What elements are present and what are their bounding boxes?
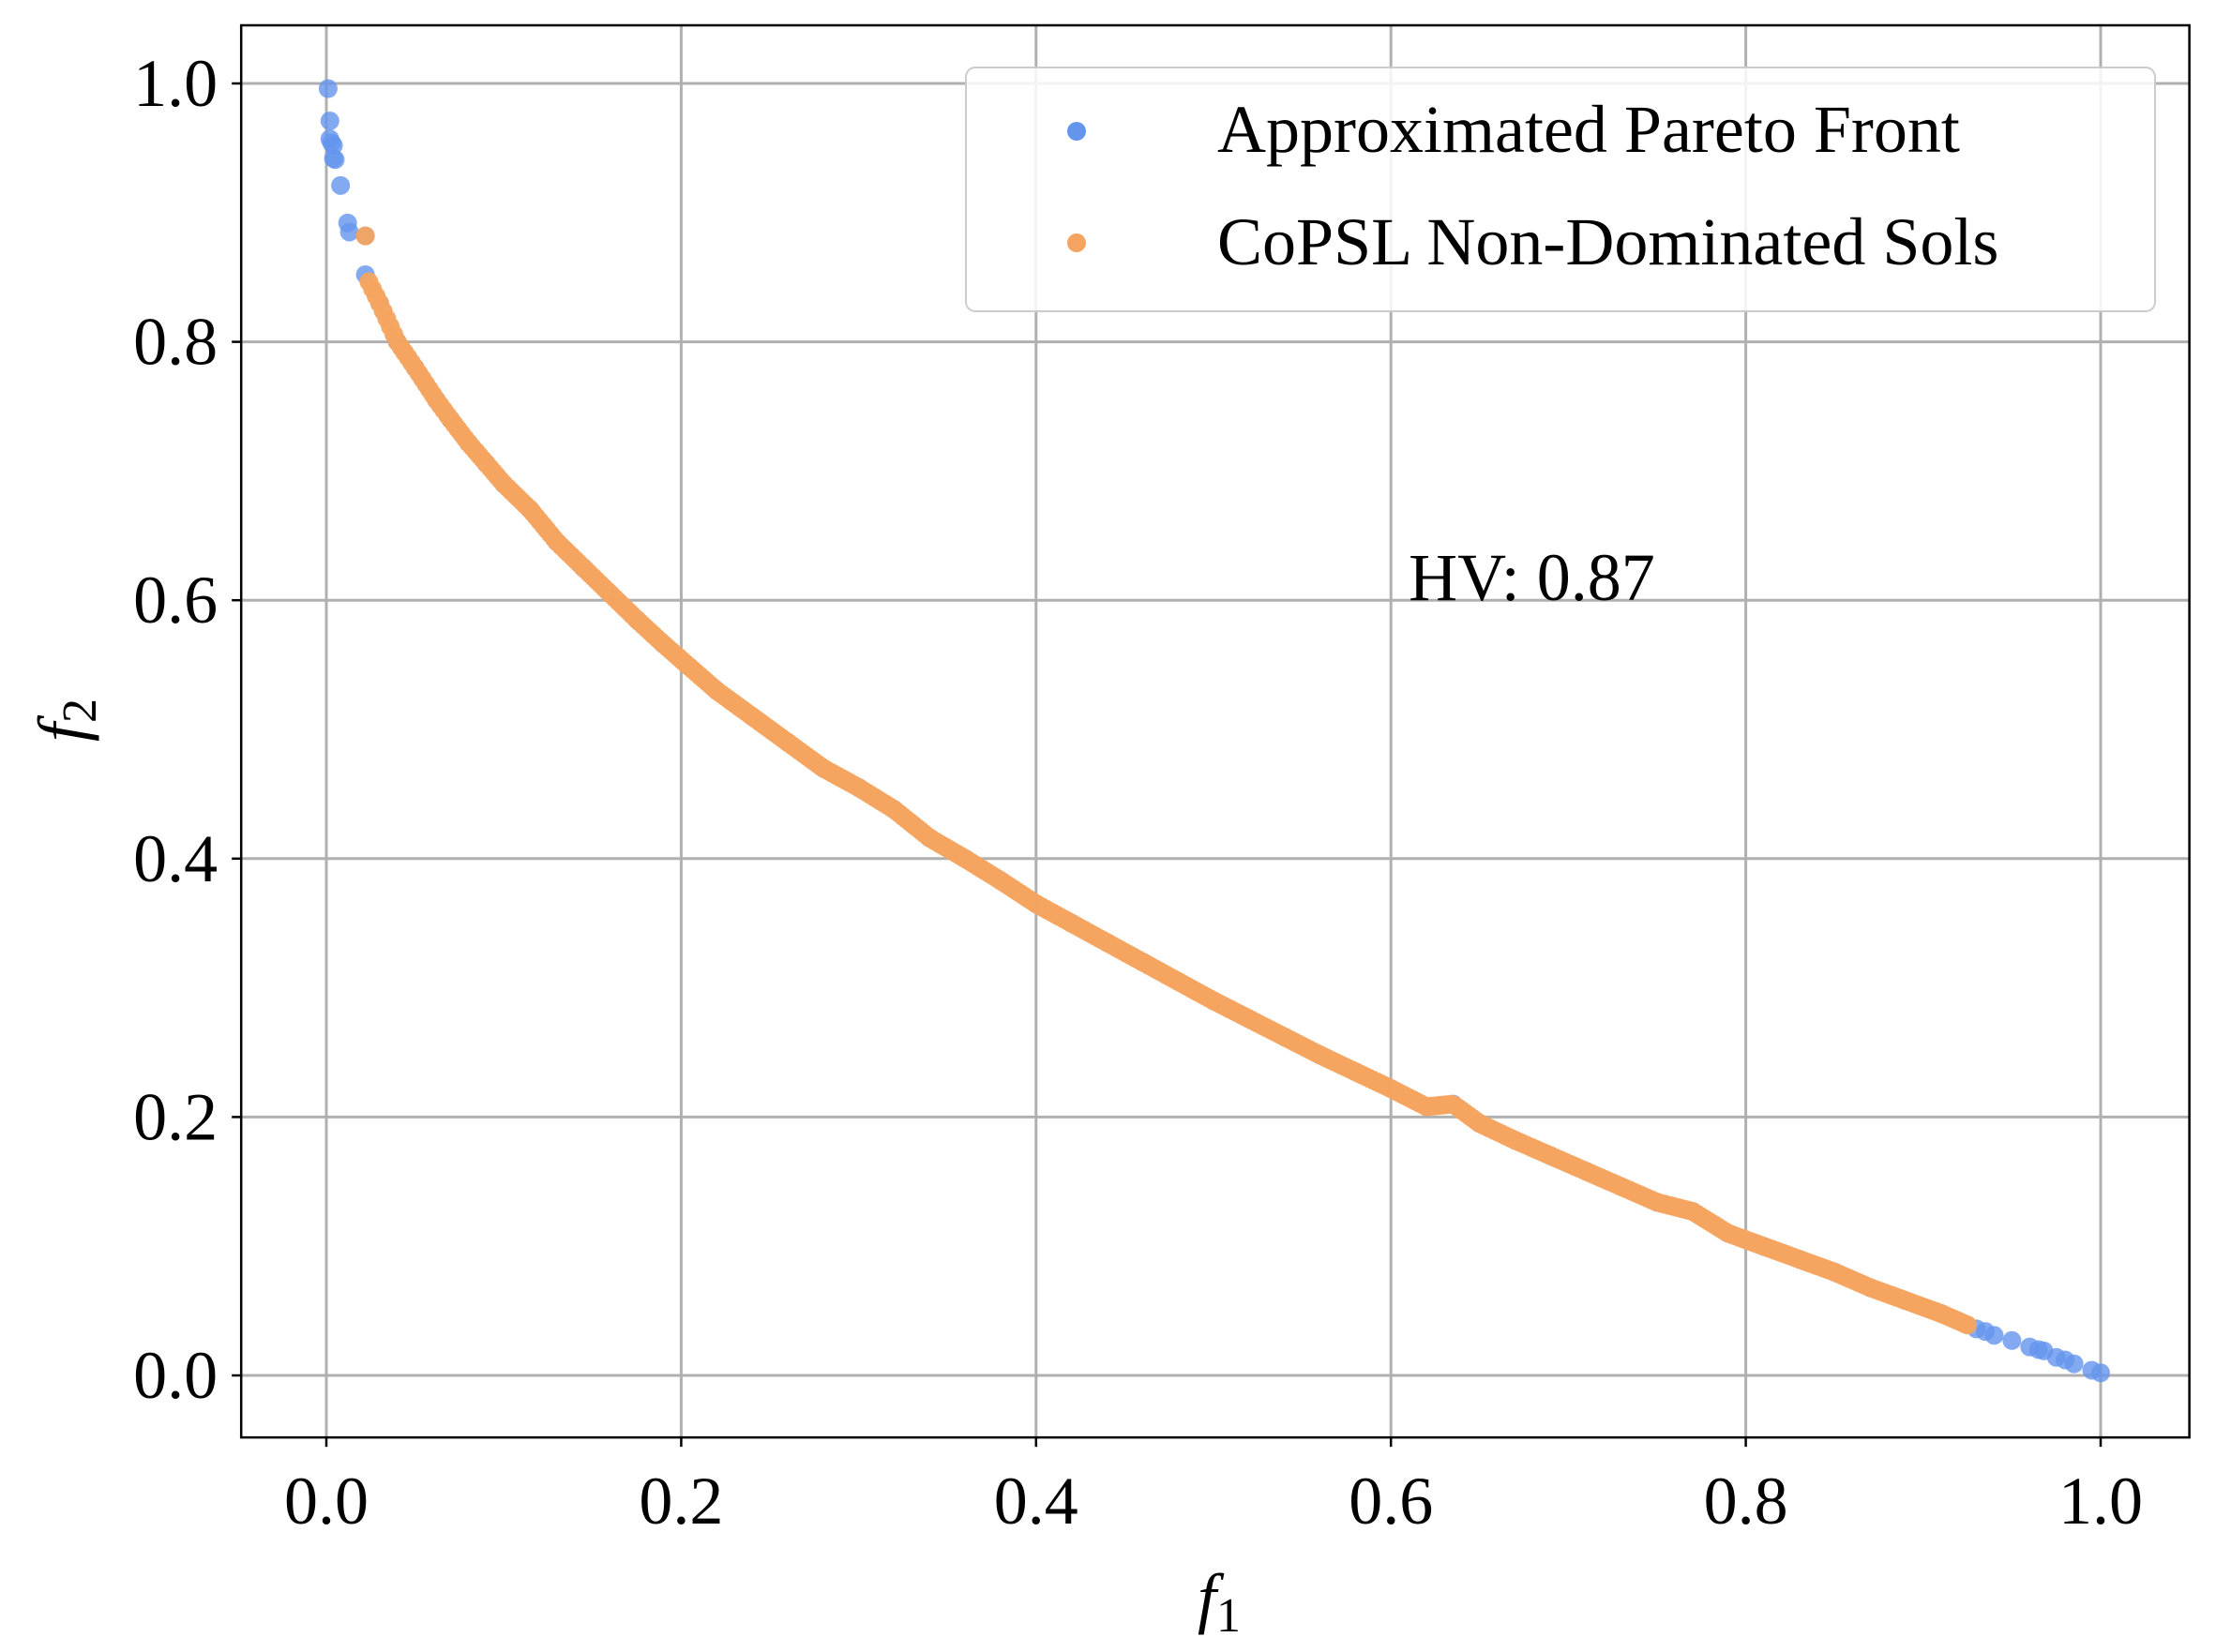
plot-frame <box>239 23 2191 1439</box>
x-tick-label: 0.2 <box>639 1464 723 1539</box>
approximated-pareto-front-point <box>2064 1354 2084 1374</box>
legend-marker-approximated-pareto-front <box>1067 122 1086 141</box>
x-tick-label: 0.0 <box>284 1464 369 1539</box>
legend-box <box>965 67 2156 312</box>
copsl-non-dominated-sols-point <box>355 226 375 246</box>
copsl-non-dominated-sols-point <box>1958 1315 1978 1335</box>
y-tick-label: 1.0 <box>133 46 218 121</box>
scatter-points <box>318 79 2110 1383</box>
y-axis-label: f2 <box>24 698 107 742</box>
approximated-pareto-front-point <box>2002 1330 2022 1350</box>
approximated-pareto-front-point <box>339 222 359 242</box>
legend-label-copsl-non-dominated-sols: CoPSL Non-Dominated Sols <box>1217 204 1998 279</box>
x-tick-label: 0.8 <box>1704 1464 1788 1539</box>
approximated-pareto-front-point <box>320 111 339 130</box>
approximated-pareto-front-point <box>1984 1326 2004 1345</box>
y-tick-label: 0.4 <box>133 821 218 896</box>
y-tick-label: 0.6 <box>133 563 218 638</box>
hv-annotation: HV: 0.87 <box>1409 540 1655 615</box>
approximated-pareto-front-point <box>324 136 343 156</box>
approximated-pareto-front-point <box>325 150 345 170</box>
approximated-pareto-front-point <box>331 175 351 195</box>
legend-label-approximated-pareto-front: Approximated Pareto Front <box>1217 92 1960 167</box>
legend-marker-copsl-non-dominated-sols <box>1067 233 1086 252</box>
x-tick-label: 0.4 <box>994 1464 1078 1539</box>
x-axis-ticks: 0.0 0.2 0.4 0.6 0.8 1.0 <box>284 1437 2143 1539</box>
x-axis-label: f1 <box>1198 1560 1241 1643</box>
y-tick-label: 0.8 <box>133 305 218 380</box>
y-tick-label: 0.0 <box>133 1338 218 1413</box>
approximated-pareto-front-point <box>2091 1363 2110 1383</box>
x-tick-label: 0.6 <box>1349 1464 1433 1539</box>
legend: Approximated Pareto Front CoPSL Non-Domi… <box>965 67 2156 312</box>
y-axis-ticks: 0.0 0.2 0.4 0.6 0.8 1.0 <box>133 46 242 1413</box>
approximated-pareto-front-point <box>318 79 338 98</box>
x-tick-label: 1.0 <box>2058 1464 2143 1539</box>
y-tick-label: 0.2 <box>133 1079 218 1154</box>
